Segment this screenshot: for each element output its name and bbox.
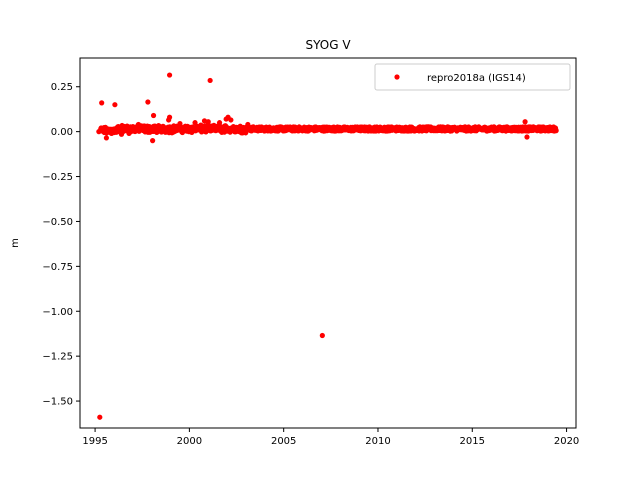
data-point-outlier [228, 117, 234, 123]
data-point-outlier [97, 414, 103, 420]
y-tick-label: −0.25 [42, 172, 73, 183]
y-tick-label: −0.50 [42, 217, 73, 228]
data-point-outlier [205, 119, 211, 125]
data-point-outlier [192, 120, 198, 126]
y-axis-ticks: 0.25 0.00 −0.25 −0.50 −0.75 −1.00 −1.25 −1.50 [42, 82, 80, 408]
data-point-outlier [177, 120, 183, 127]
y-tick-label: −0.75 [42, 262, 73, 273]
data-points [96, 72, 559, 420]
data-point-outlier [150, 112, 157, 119]
data-point-outlier [99, 100, 105, 106]
x-tick-label: 2000 [177, 436, 202, 447]
plot-area [80, 58, 576, 428]
data-point-outlier [245, 121, 251, 128]
x-tick-label: 1995 [82, 436, 107, 447]
y-tick-label: −1.00 [42, 307, 73, 318]
legend-marker [394, 74, 400, 80]
data-point-outlier [145, 99, 151, 105]
data-point-outlier [216, 120, 223, 126]
y-tick-label: −1.50 [42, 397, 73, 408]
data-point-outlier [96, 129, 102, 135]
data-point [553, 128, 559, 134]
data-point-outlier [118, 131, 125, 137]
data-point-outlier [150, 138, 156, 144]
y-axis-label: m [10, 238, 21, 248]
y-tick-label: 0.00 [51, 127, 73, 138]
legend: repro2018a (IGS14) [374, 63, 571, 91]
chart-title: SYOG V [305, 38, 351, 52]
data-point-outlier [524, 134, 530, 140]
data-point-outlier [319, 332, 325, 339]
data-point-outlier [166, 72, 173, 78]
data-point-outlier [112, 102, 118, 108]
x-tick-label: 2010 [365, 436, 390, 447]
data-point-outlier [126, 130, 132, 137]
data-point-outlier [103, 135, 109, 141]
x-axis-ticks: 1995 2000 2005 2010 2015 2020 [82, 428, 579, 447]
x-tick-label: 2005 [271, 436, 296, 447]
data-point-outlier [207, 77, 213, 84]
legend-label: repro2018a (IGS14) [427, 73, 526, 84]
x-tick-label: 2020 [554, 436, 579, 447]
y-tick-label: 0.25 [51, 82, 73, 93]
y-tick-label: −1.25 [42, 352, 73, 363]
plot-frame [79, 57, 577, 429]
data-point-outlier [522, 119, 528, 125]
legend-box [374, 63, 571, 91]
x-tick-label: 2015 [460, 436, 485, 447]
data-point-outlier [166, 114, 173, 120]
data-point-outlier [135, 121, 142, 128]
